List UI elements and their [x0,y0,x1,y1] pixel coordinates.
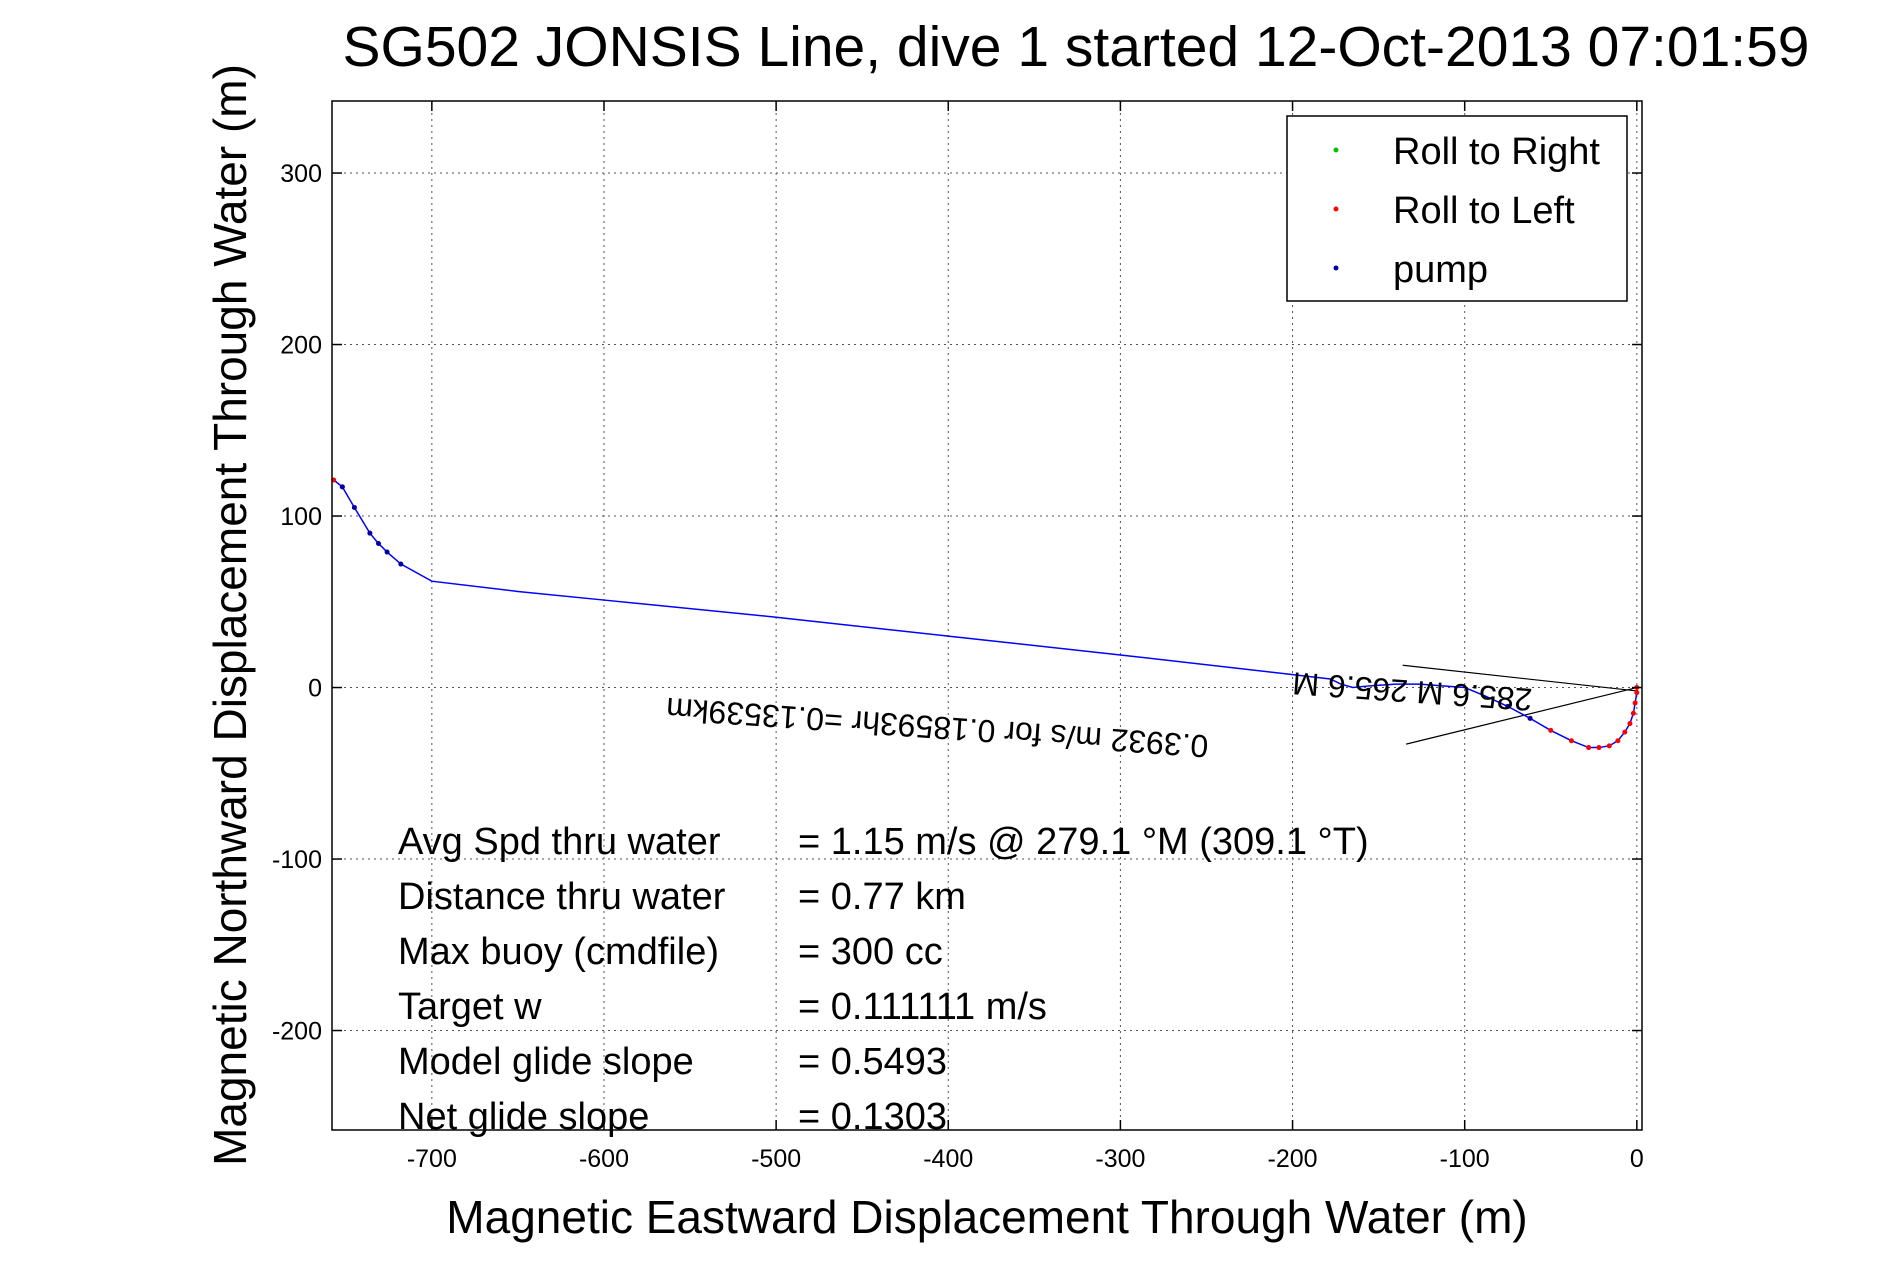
legend: Roll to Right Roll to Left pump [1286,115,1628,302]
stat-label: Target w [398,986,542,1028]
x-tick-label: 0 [1630,1145,1644,1173]
pump-point [367,530,373,536]
pump-point [398,561,404,567]
y-tick-label: -200 [272,1018,322,1046]
stats-block: Avg Spd thru water = 1.15 m/s @ 279.1 °M … [398,821,1369,1138]
pump-point [351,504,357,510]
annotation-text: 0.3932 m/s for 0.18593hr =0.13539km [665,691,1210,765]
grid-layer [332,101,1642,1130]
pump-point [384,549,390,555]
stat-value: = 300 cc [798,931,943,973]
y-tick-label: 0 [308,675,322,703]
roll-left-point [1630,710,1636,716]
y-tick-label: 200 [280,332,322,360]
stat-value: = 0.77 km [798,876,966,918]
x-tick-label: -100 [1440,1145,1490,1173]
roll-left-point [1615,738,1621,744]
stat-label: Max buoy (cmdfile) [398,931,719,973]
roll-left-point [1632,700,1638,706]
stat-label: Avg Spd thru water [398,821,721,863]
track-layer [331,477,1640,751]
axes-frame [331,100,1643,1131]
roll-left-point [1568,738,1574,744]
annotation-layer: 0.3932 m/s for 0.18593hr =0.13539km 285.6… [665,665,1533,764]
x-tick-label: -500 [751,1145,801,1173]
legend-label: Roll to Right [1393,131,1600,173]
pump-point [375,540,381,546]
stat-label: Distance thru water [398,876,726,918]
pump-point [1505,703,1511,709]
legend-label: pump [1393,249,1488,291]
x-tick-label: -300 [1095,1145,1145,1173]
legend-label: Roll to Left [1393,190,1575,232]
y-tick-label: 100 [280,503,322,531]
current-line [1402,664,1637,692]
stat-value: = 0.1303 [798,1096,947,1138]
x-axis-title: Magnetic Eastward Displacement Through W… [446,1191,1527,1243]
chart-title: SG502 JONSIS Line, dive 1 started 12-Oct… [342,15,1809,79]
y-tick-label: -100 [272,846,322,874]
tick-layer: -700 -600 -500 -400 -300 -200 -100 0 -200 -100 0 10… [272,101,1644,1173]
stat-label: Model glide slope [398,1041,694,1083]
roll-left-point [1606,743,1612,749]
x-tick-label: -400 [923,1145,973,1173]
pump-point [339,484,345,490]
x-tick-label: -700 [407,1145,457,1173]
current-line [1406,686,1637,745]
stat-value: = 0.111111 m/s [798,986,1047,1028]
annotation-text: 285.6 M 265.6 M [1291,665,1533,718]
stat-value: = 0.5493 [798,1041,947,1083]
roll-left-point [1634,690,1640,696]
x-tick-label: -600 [579,1145,629,1173]
pump-point [1527,715,1533,721]
roll-left-point [1596,745,1602,751]
roll-left-point [1622,729,1628,735]
roll-left-point [1627,721,1633,727]
y-tick-label: 300 [280,160,322,188]
legend-marker [1333,265,1339,271]
roll-left-point [1548,727,1554,733]
y-axis-title: Magnetic Northward Displacement Through … [204,64,256,1166]
roll-left-point [1586,745,1592,751]
legend-box [1286,115,1628,302]
legend-marker [1333,147,1339,153]
legend-marker [1333,206,1339,212]
stat-value: = 1.15 m/s @ 279.1 °M (309.1 °T) [798,821,1369,863]
x-tick-label: -200 [1268,1145,1318,1173]
stat-label: Net glide slope [398,1096,649,1138]
